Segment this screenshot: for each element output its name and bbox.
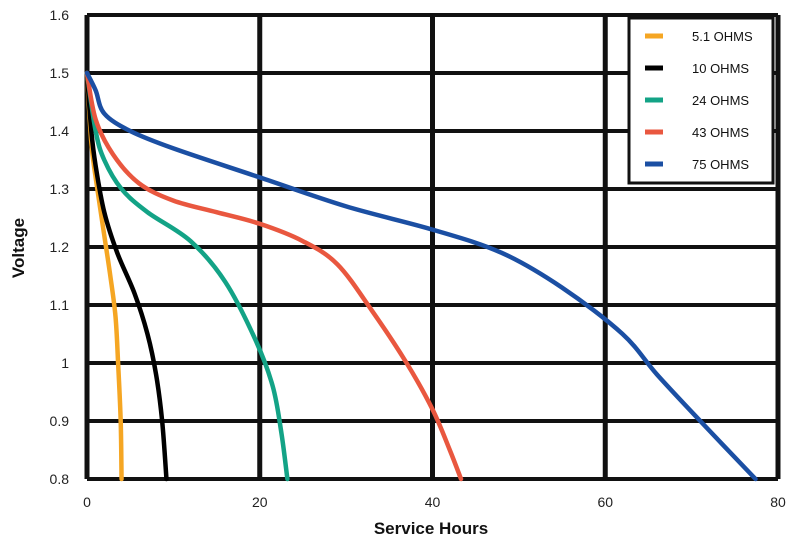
x-tick-label: 80 xyxy=(770,494,786,510)
y-axis-label: Voltage xyxy=(9,218,28,278)
y-tick-label: 1.3 xyxy=(50,181,70,197)
y-tick-label: 1.5 xyxy=(50,65,70,81)
y-tick-label: 1.1 xyxy=(50,297,70,313)
x-tick-label: 60 xyxy=(597,494,613,510)
series-lines xyxy=(84,70,758,482)
y-tick-label: 1.4 xyxy=(50,123,70,139)
legend-label: 5.1 OHMS xyxy=(692,29,753,44)
x-axis-label: Service Hours xyxy=(374,519,488,538)
series-line-3 xyxy=(84,70,290,482)
y-tick-label: 0.9 xyxy=(50,413,70,429)
legend: 5.1 OHMS 10 OHMS 24 OHMS 43 OHMS 75 OHMS xyxy=(627,16,775,185)
tick-labels: 0.8 0.9 1 1.1 1.2 1.3 1.4 1.5 1.6 0 20 40 60 80 xyxy=(50,7,786,510)
y-tick-label: 1 xyxy=(61,355,69,371)
y-tick-label: 1.2 xyxy=(50,239,70,255)
x-tick-label: 40 xyxy=(425,494,441,510)
series-line-4 xyxy=(84,70,464,482)
legend-label: 75 OHMS xyxy=(692,157,749,172)
legend-label: 43 OHMS xyxy=(692,125,749,140)
series-line-2 xyxy=(84,70,169,482)
grid xyxy=(84,13,781,481)
x-tick-label: 20 xyxy=(252,494,268,510)
legend-label: 10 OHMS xyxy=(692,61,749,76)
legend-label: 24 OHMS xyxy=(692,93,749,108)
y-tick-label: 0.8 xyxy=(50,471,70,487)
series-line-5 xyxy=(84,70,758,482)
x-tick-label: 0 xyxy=(83,494,91,510)
y-tick-label: 1.6 xyxy=(50,7,70,23)
